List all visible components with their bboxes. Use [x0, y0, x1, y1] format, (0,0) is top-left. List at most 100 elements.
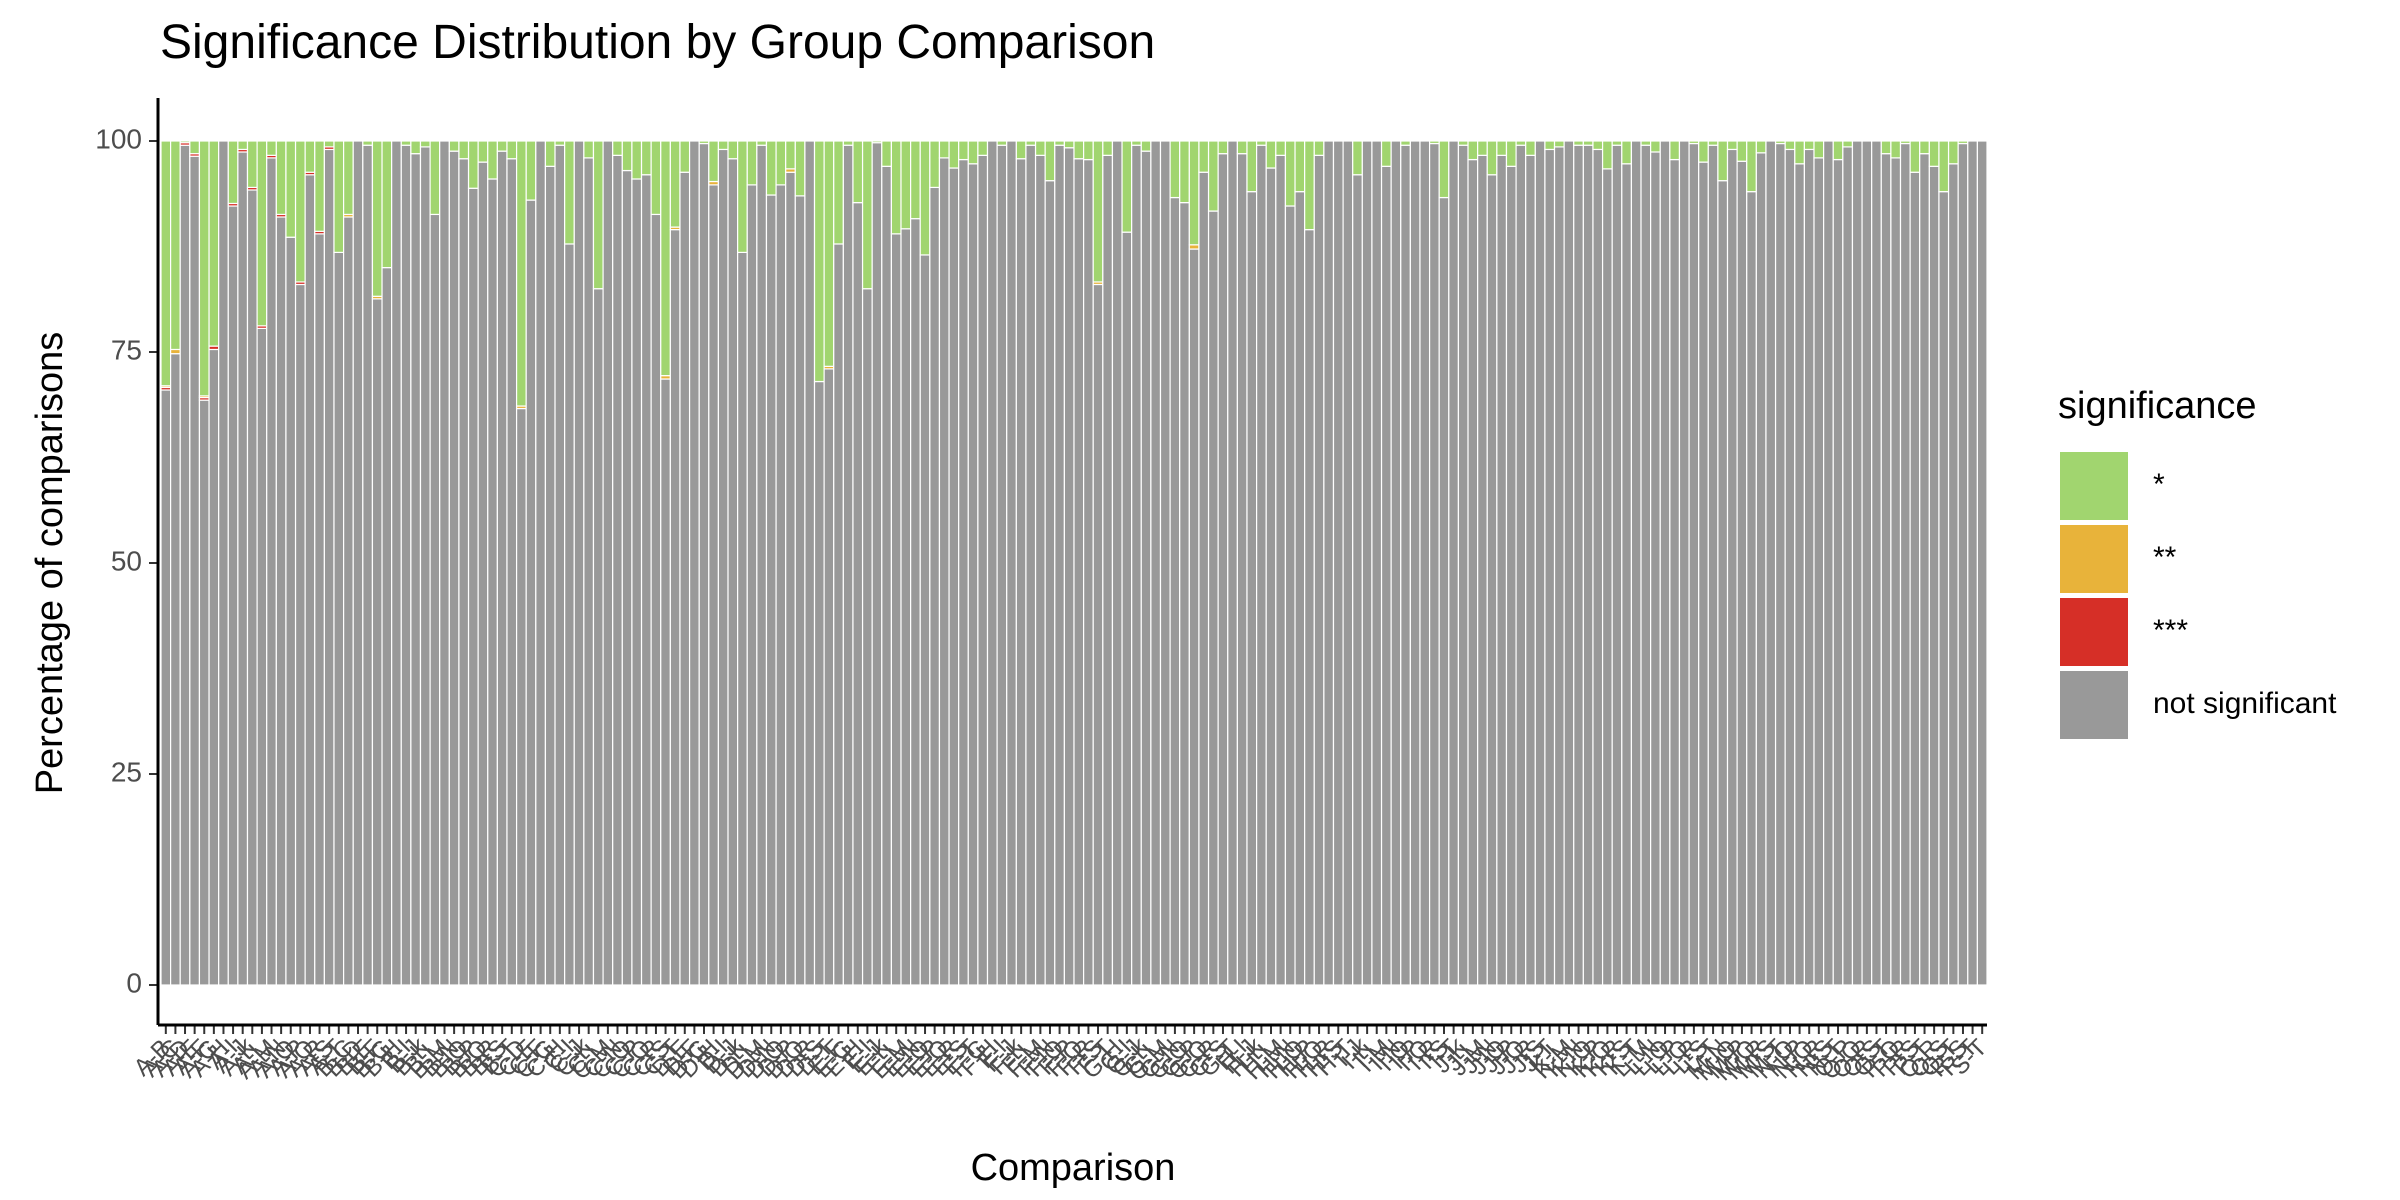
bar-segment	[1669, 158, 1681, 986]
legend-label: not significant	[2153, 687, 2337, 720]
bar-segment	[631, 178, 643, 986]
bar-segment	[717, 140, 729, 151]
bar-segment	[487, 140, 498, 180]
bar-segment	[1774, 140, 1786, 145]
bar-segment	[1774, 142, 1786, 986]
bar-segment	[371, 298, 383, 986]
bar-segment	[1601, 168, 1613, 986]
bar-segment	[813, 140, 825, 383]
bar-segment	[948, 140, 960, 169]
bar-segment	[1188, 244, 1200, 250]
bar-segment	[1034, 140, 1046, 156]
bar-segment	[1736, 140, 1748, 162]
bar-segment	[1957, 140, 1969, 145]
bar-segment	[583, 157, 595, 986]
bar-segment	[1765, 140, 1777, 986]
bar-segment	[1265, 140, 1277, 169]
legend-label: *	[2153, 468, 2165, 501]
bar-segment	[1265, 167, 1277, 986]
bar-segment	[1457, 144, 1469, 986]
bar-segment	[1553, 140, 1565, 148]
bar-segment	[900, 140, 912, 230]
bar-segment	[179, 144, 191, 986]
bar-segment	[448, 140, 460, 152]
bar-segment	[1390, 140, 1402, 986]
bar-segment	[227, 140, 239, 205]
bar-segment	[1313, 154, 1325, 986]
bar-segment	[890, 140, 902, 235]
bar-segment	[323, 148, 335, 986]
bar-segment	[515, 407, 527, 986]
bar-segment	[256, 140, 268, 327]
bar-segment	[1717, 140, 1729, 182]
bar-segment	[1650, 140, 1661, 153]
bar-segment	[554, 140, 566, 146]
y-tick-label: 100	[95, 123, 142, 154]
bar-segment	[467, 187, 479, 986]
bar-segment	[621, 169, 633, 986]
bar-segment	[1063, 140, 1075, 149]
bar-segment	[1246, 140, 1258, 193]
bar-segment	[650, 213, 662, 986]
bar-segment	[1121, 140, 1133, 233]
bar-segment	[890, 233, 902, 986]
bar-segment	[1890, 157, 1902, 986]
bar-segment	[621, 140, 633, 172]
bar-segment	[419, 146, 431, 986]
bar-segment	[554, 144, 566, 986]
bar-segment	[1457, 140, 1469, 146]
bar-segment	[218, 140, 229, 986]
bar-segment	[938, 140, 950, 159]
bar-segment	[1746, 191, 1757, 986]
bar-segment	[1400, 140, 1411, 146]
bar-segment	[1717, 180, 1729, 986]
bar-segment	[1054, 140, 1065, 146]
bar-segment	[1823, 140, 1834, 986]
bar-segment	[910, 218, 921, 986]
bar-segment	[1909, 140, 1921, 173]
bar-segment	[1044, 140, 1056, 182]
bar-segment	[1083, 158, 1094, 986]
bar-segment	[1198, 140, 1210, 173]
bar-segment	[688, 140, 700, 986]
bar-segment	[266, 140, 277, 156]
bar-segment	[1505, 165, 1517, 986]
bar-segment	[592, 140, 604, 290]
bar-segment	[314, 140, 325, 232]
bar-segment	[314, 233, 325, 986]
bar-segment	[564, 140, 575, 245]
bar-segment	[1428, 140, 1440, 145]
legend-label: **	[2153, 541, 2177, 574]
legend-key	[2060, 671, 2128, 739]
bar-segment	[343, 216, 354, 986]
bar-segment	[160, 389, 172, 986]
bar-segment	[1246, 191, 1258, 986]
bar-segment	[1207, 210, 1219, 986]
bar-segment	[496, 150, 508, 986]
bar-segment	[1957, 142, 1969, 986]
legend-label: ***	[2153, 614, 2188, 647]
bar-segment	[640, 140, 652, 176]
bar-segment	[1102, 154, 1114, 986]
bar-segment	[881, 165, 893, 986]
bar-segment	[275, 140, 287, 216]
bar-segment	[266, 157, 277, 986]
bar-segment	[1179, 202, 1190, 986]
bar-segment	[1784, 148, 1796, 986]
bar-segment	[304, 140, 316, 173]
bar-segment	[1640, 144, 1652, 986]
bar-segment	[1746, 140, 1757, 193]
bar-segment	[1832, 140, 1844, 161]
bar-segment	[400, 140, 412, 146]
bar-segment	[1650, 151, 1661, 986]
bar-segment	[544, 165, 556, 986]
bar-segment	[458, 158, 470, 986]
bar-segment	[833, 140, 844, 245]
bar-segment	[1227, 140, 1238, 986]
bar-segment	[1371, 140, 1383, 986]
legend-title: significance	[2058, 385, 2257, 427]
bar-segment	[919, 140, 931, 256]
bar-segment	[189, 155, 201, 986]
bar-segment	[1938, 140, 1950, 193]
